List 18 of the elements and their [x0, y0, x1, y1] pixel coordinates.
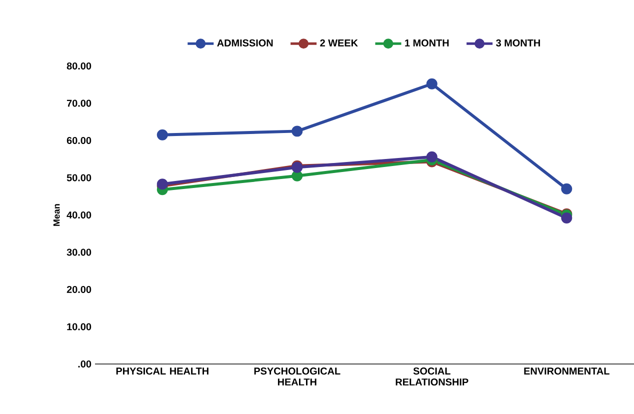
legend-label: 1 MONTH: [405, 39, 449, 46]
x-tick-label: ENVIRONMENTAL: [524, 368, 610, 375]
x-tick-label: PSYCHOLOGICAL HEALTH: [254, 368, 340, 386]
x-tick-label: PHYSICAL HEALTH: [116, 368, 208, 375]
y-tick-label: 10.00: [67, 323, 92, 330]
y-tick-label: .00: [78, 360, 92, 368]
y-tick-label: 30.00: [66, 248, 92, 256]
y-tick-label: 70.00: [66, 100, 92, 107]
y-tick-label: 50.00: [66, 174, 92, 182]
y-tick-label: 20.00: [66, 286, 92, 294]
legend-label: ADMISSION: [217, 39, 273, 46]
legend-label: 3 MONTH: [496, 39, 540, 46]
y-tick-label: 80.00: [66, 62, 92, 70]
legend-label: 2 WEEK: [320, 39, 358, 46]
y-axis-title: Mean: [53, 204, 60, 226]
x-tick-label: SOCIAL RELATIONSHIP: [396, 368, 468, 386]
y-tick-label: 60.00: [66, 136, 92, 144]
y-tick-label: 40.00: [66, 211, 92, 219]
